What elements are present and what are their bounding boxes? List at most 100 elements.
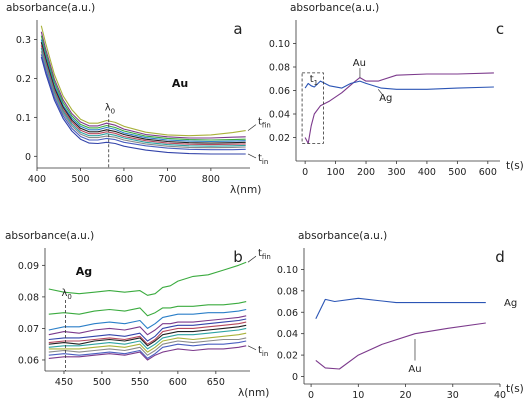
x-tick-label: 10: [352, 390, 364, 401]
tin-label-main: t: [258, 153, 262, 164]
series-line: [48, 337, 247, 356]
tfin-leader: [247, 124, 257, 131]
ag-leader: [377, 89, 386, 98]
series-line: [40, 35, 246, 141]
panel-label-b: b: [233, 248, 243, 266]
panel-label-d: d: [495, 248, 505, 266]
tfin-label: tfin: [258, 117, 271, 130]
panel-label-a: a: [233, 20, 242, 38]
tin-leader: [247, 153, 257, 159]
x-tick-label: 500: [448, 167, 466, 178]
tin-leader: [247, 345, 257, 351]
y-tick-label: 0.10: [269, 39, 290, 50]
panel-d: absorbance(a.u.) d 0.10 0.08 0.06 0.04 0.02 00 1…: [277, 230, 524, 401]
y-tick-label: 0.06: [18, 355, 39, 366]
tin-label-sub: in: [262, 350, 268, 358]
y-tick-label: 0.10: [277, 265, 298, 276]
series-line: [315, 297, 486, 319]
x-tick-label: 800: [202, 174, 220, 185]
tin-label: tin: [258, 345, 268, 358]
tfin-leader: [247, 255, 257, 263]
tfin-label-main: t: [258, 248, 262, 259]
series-line: [48, 324, 247, 347]
tin-label: tin: [258, 153, 268, 166]
series-line: [40, 31, 246, 139]
series-line: [40, 42, 246, 144]
y-tick-label: 0.06: [277, 308, 298, 319]
y-tick-label: 0.04: [269, 110, 290, 121]
zoom-box: [301, 72, 324, 144]
x-tick-label: 600: [479, 167, 497, 178]
y-axis-title: absorbance(a.u.): [290, 2, 379, 14]
panel-label-c: c: [496, 20, 504, 38]
x-tick-label: 300: [387, 167, 405, 178]
chart-title: Ag: [76, 265, 92, 278]
series-line: [304, 72, 494, 144]
series-line: [40, 54, 246, 151]
series-line: [48, 308, 247, 331]
series-line: [40, 25, 246, 137]
y-tick-label: 0.08: [269, 63, 290, 74]
tin-label-sub: in: [262, 158, 268, 166]
y-tick-label: 0.08: [277, 286, 298, 297]
x-tick-label: 650: [207, 377, 225, 388]
series-line: [40, 45, 246, 146]
tfin-label: tfin: [258, 248, 271, 261]
x-tick-label: 500: [93, 377, 111, 388]
x-tick-label: 450: [55, 377, 73, 388]
lambda-label-sub: 0: [67, 293, 71, 301]
y-tick-label: 0: [25, 152, 31, 163]
lambda-label: λ0: [62, 288, 72, 301]
x-axis-title: λ(nm): [238, 387, 269, 399]
x-tick-label: 700: [158, 174, 176, 185]
panel-a: absorbance(a.u.) a 0 0.1 0.2 0.3 400 500 600 700 8…: [6, 2, 271, 196]
x-tick-label: 400: [418, 167, 436, 178]
panel-c: absorbance(a.u.) c 0.10 0.08 0.06 0.04 0.02 0 10…: [269, 2, 524, 178]
series-line: [40, 56, 246, 155]
y-axis-title: absorbance(a.u.): [5, 230, 94, 242]
x-tick-label: 0: [302, 167, 308, 178]
y-tick-label: 0.3: [16, 35, 31, 46]
series-line: [48, 315, 247, 336]
lambda-label-main: λ: [62, 288, 68, 299]
chart-title: Au: [172, 77, 188, 90]
x-tick-label: 550: [131, 377, 149, 388]
x-tick-label: 100: [327, 167, 345, 178]
series-line: [48, 340, 247, 359]
y-tick-label: 0.09: [18, 261, 39, 272]
box-label: t1: [310, 74, 318, 87]
x-tick-label: 400: [28, 174, 46, 185]
y-tick-label: 0.02: [277, 351, 298, 362]
y-tick-label: 0.06: [269, 86, 290, 97]
y-tick-label: 0: [292, 372, 298, 383]
x-tick-label: 20: [399, 390, 411, 401]
y-axis-title: absorbance(a.u.): [298, 230, 387, 242]
series-label-au: Au: [353, 58, 366, 69]
series-line: [48, 318, 247, 342]
series-line: [48, 345, 247, 361]
y-tick-label: 0.07: [18, 324, 39, 335]
tfin-label-sub: fin: [262, 122, 271, 130]
y-tick-label: 0.04: [277, 329, 298, 340]
box-label-main: t: [310, 74, 314, 85]
series-line: [40, 47, 246, 147]
x-axis-title: t(s): [506, 383, 524, 395]
series-line: [48, 261, 247, 296]
panel-b: absorbance(a.u.) b 0.06 0.07 0.08 0.09 450 500 5…: [5, 230, 271, 399]
lambda-label: λ0: [105, 102, 115, 115]
y-tick-label: 0.08: [18, 292, 39, 303]
series-line: [48, 327, 247, 350]
x-axis-title: t(s): [506, 160, 524, 172]
lambda-label-main: λ: [105, 102, 111, 113]
y-tick-label: 0.1: [16, 113, 31, 124]
tin-label-main: t: [258, 345, 262, 356]
series-line: [48, 332, 247, 353]
series-label-au: Au: [408, 364, 421, 375]
box-label-sub: 1: [314, 79, 318, 87]
x-axis-title: λ(nm): [230, 184, 261, 196]
series-line: [48, 321, 247, 345]
x-tick-label: 0: [308, 390, 314, 401]
y-tick-label: 0.02: [269, 133, 290, 144]
tfin-label-main: t: [258, 117, 262, 128]
x-tick-label: 500: [71, 174, 89, 185]
